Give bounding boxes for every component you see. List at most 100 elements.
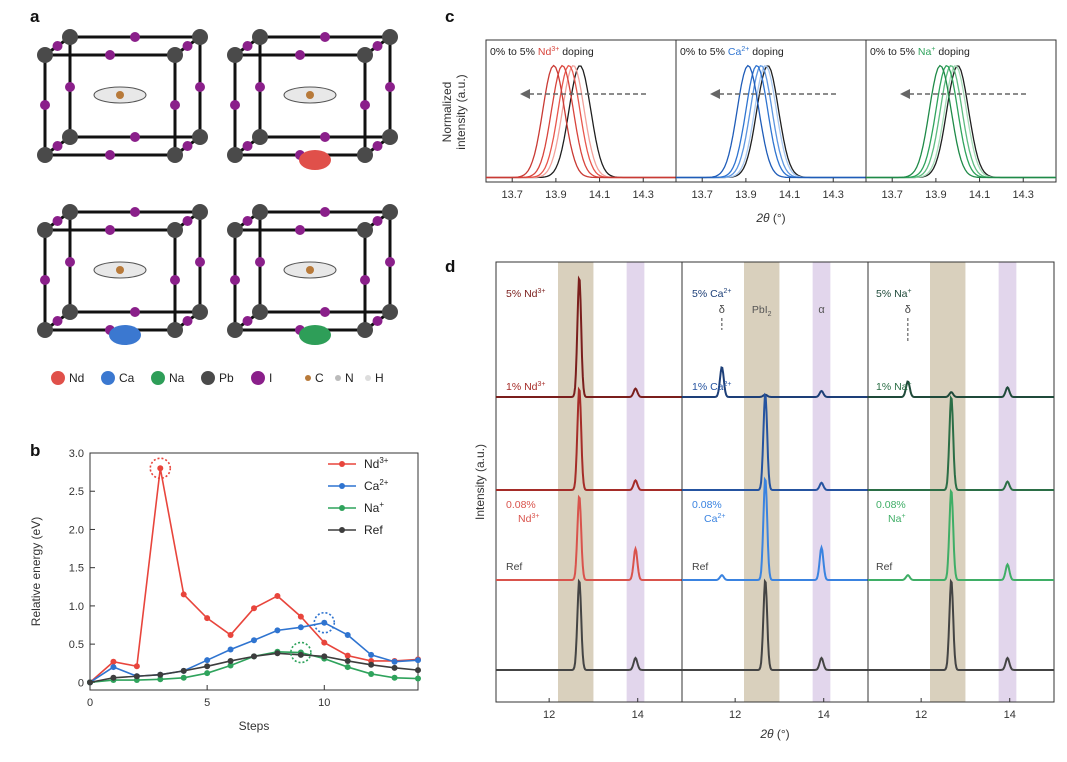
xrd-trace bbox=[682, 476, 868, 581]
data-point bbox=[368, 651, 375, 658]
iodine-atom bbox=[372, 141, 383, 151]
legend-label: Nd3+ bbox=[364, 456, 389, 471]
iodine-atom bbox=[52, 141, 63, 151]
trace-label: 1% Nd3+ bbox=[506, 381, 546, 393]
trace-label: 1% Ca2+ bbox=[692, 381, 732, 393]
panel-d-xrd: 5% Nd3+ 1% Nd3+ 0.08% Nd3+ Ref 12 14 5% Ca2+ 1% … bbox=[473, 261, 1055, 741]
x-tick-label: 13.9 bbox=[545, 189, 566, 201]
x-tick-label: 13.7 bbox=[691, 189, 712, 201]
iodine-atom bbox=[195, 82, 205, 92]
iodine-atom bbox=[242, 41, 253, 51]
iodine-atom bbox=[105, 225, 115, 235]
iodine-atom bbox=[320, 207, 330, 217]
y-tick-label: 1.5 bbox=[69, 563, 84, 575]
legend-swatch bbox=[365, 375, 371, 381]
legend-label: Ca bbox=[119, 371, 135, 385]
subplot-frame bbox=[675, 39, 867, 183]
xrd-trace bbox=[682, 578, 868, 671]
xrd-trace bbox=[496, 494, 682, 581]
legend-marker bbox=[339, 527, 345, 533]
x-axis-label: 2θ (°) bbox=[755, 211, 785, 225]
structure-cell bbox=[37, 29, 208, 163]
x-tick-label: 14.3 bbox=[633, 189, 654, 201]
data-point bbox=[344, 657, 351, 664]
dopant-atom bbox=[299, 325, 331, 345]
legend-label: Nd bbox=[69, 371, 84, 385]
trace-label: 0.08% bbox=[876, 499, 906, 511]
data-point bbox=[180, 667, 187, 674]
x-tick-label: 14.3 bbox=[1013, 189, 1034, 201]
x-tick-label: 14.1 bbox=[779, 189, 800, 201]
iodine-atom bbox=[130, 307, 140, 317]
data-point bbox=[110, 674, 117, 681]
y-tick-label: 0 bbox=[78, 677, 84, 689]
iodine-atom bbox=[372, 216, 383, 226]
iodine-atom bbox=[195, 257, 205, 267]
data-point bbox=[227, 646, 234, 653]
lead-atom bbox=[167, 47, 183, 63]
iodine-atom bbox=[65, 82, 75, 92]
data-point bbox=[274, 650, 281, 657]
delta-label: δ bbox=[905, 304, 911, 316]
iodine-atom bbox=[52, 41, 63, 51]
peak-curve bbox=[486, 65, 676, 179]
legend-label: H bbox=[375, 371, 384, 385]
lead-atom bbox=[62, 304, 78, 320]
structure-cell bbox=[227, 204, 398, 345]
iodine-atom bbox=[295, 50, 305, 60]
legend-swatch bbox=[151, 371, 165, 385]
y-axis-label: Relative energy (eV) bbox=[29, 517, 43, 626]
panel-letter-a: a bbox=[30, 7, 40, 26]
x-tick-label: 10 bbox=[318, 697, 330, 709]
lead-atom bbox=[227, 322, 243, 338]
peak-curve bbox=[676, 64, 866, 179]
data-point bbox=[297, 613, 304, 620]
data-point bbox=[180, 591, 187, 598]
arrow-head bbox=[710, 89, 720, 99]
trace-label: Nd3+ bbox=[518, 513, 539, 525]
panel-letter-c: c bbox=[445, 7, 454, 26]
structure-cell bbox=[37, 204, 208, 345]
data-point bbox=[227, 662, 234, 669]
iodine-atom bbox=[182, 316, 193, 326]
subplot-title: 0% to 5% Ca2+ doping bbox=[680, 46, 784, 58]
data-point bbox=[344, 664, 351, 671]
xrd-panel: 5% Ca2+ 1% Ca2+ 0.08% Ca2+ Ref δ PbI2 α 12 14 bbox=[681, 261, 869, 721]
lead-atom bbox=[252, 129, 268, 145]
panel-b-energy-chart: 0 5 10 0 0.5 1.0 1.5 2.0 2.5 3.0 Steps Relative ene… bbox=[29, 448, 421, 733]
panel-a-legend: Nd Ca Na Pb I C N H bbox=[51, 371, 384, 385]
legend-swatch bbox=[305, 375, 311, 381]
iodine-atom bbox=[242, 216, 253, 226]
iodine-atom bbox=[255, 257, 265, 267]
data-point bbox=[344, 652, 351, 659]
x-tick-label: 14.3 bbox=[823, 189, 844, 201]
subplot-title: 0% to 5% Na+ doping bbox=[870, 46, 970, 58]
iodine-atom bbox=[170, 100, 180, 110]
xrd-trace bbox=[496, 275, 682, 398]
peak-curve bbox=[866, 64, 1056, 179]
x-tick-label: 14 bbox=[632, 709, 644, 721]
plot-frame bbox=[89, 452, 419, 691]
data-point bbox=[157, 671, 164, 678]
lead-atom bbox=[382, 304, 398, 320]
lead-atom bbox=[227, 147, 243, 163]
x-tick-label: 12 bbox=[729, 709, 741, 721]
dopant-atom bbox=[109, 325, 141, 345]
lead-atom bbox=[167, 322, 183, 338]
peak-curve bbox=[486, 65, 676, 179]
peak-curve bbox=[676, 64, 866, 179]
iodine-atom bbox=[65, 257, 75, 267]
legend-marker bbox=[339, 461, 345, 467]
lead-atom bbox=[382, 204, 398, 220]
lead-atom bbox=[62, 204, 78, 220]
iodine-atom bbox=[182, 216, 193, 226]
x-axis-label: 2θ (°) bbox=[759, 727, 789, 741]
lead-atom bbox=[192, 304, 208, 320]
trace-label: 0.08% bbox=[506, 499, 536, 511]
x-tick-label: 13.9 bbox=[925, 189, 946, 201]
data-point bbox=[251, 653, 257, 660]
x-tick-label: 13.7 bbox=[501, 189, 522, 201]
iodine-atom bbox=[230, 100, 240, 110]
data-point bbox=[204, 615, 211, 622]
trace-label: Ca2+ bbox=[704, 513, 725, 525]
